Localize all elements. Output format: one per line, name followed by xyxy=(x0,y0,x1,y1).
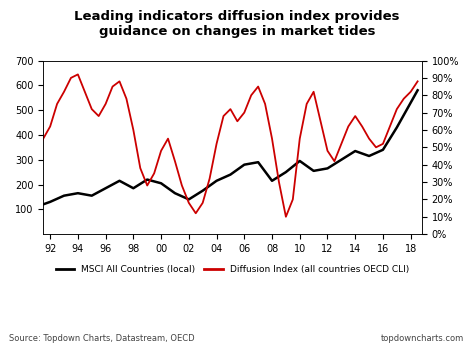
Legend: MSCI All Countries (local), Diffusion Index (all countries OECD CLI): MSCI All Countries (local), Diffusion In… xyxy=(53,261,412,277)
Text: Leading indicators diffusion index provides
guidance on changes in market tides: Leading indicators diffusion index provi… xyxy=(74,10,400,38)
Text: Source: Topdown Charts, Datastream, OECD: Source: Topdown Charts, Datastream, OECD xyxy=(9,334,195,343)
Text: topdowncharts.com: topdowncharts.com xyxy=(381,334,465,343)
